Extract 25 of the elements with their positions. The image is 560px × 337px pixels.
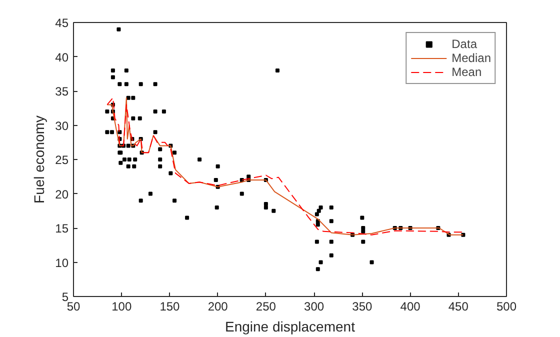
x-tick-label: 400 xyxy=(400,300,421,314)
y-tick-label: 10 xyxy=(55,256,69,270)
legend-label: Mean xyxy=(452,65,482,79)
y-tick-label: 25 xyxy=(55,153,69,167)
x-tick-label: 350 xyxy=(352,300,373,314)
x-tick-label: 50 xyxy=(66,300,80,314)
x-tick-label: 500 xyxy=(496,300,517,314)
x-tick-label: 250 xyxy=(256,300,276,314)
y-axis-title: Fuel economy xyxy=(31,116,48,204)
y-tick-label: 15 xyxy=(55,222,69,236)
x-axis-title: Engine displacement xyxy=(225,318,356,334)
y-tick-label: 35 xyxy=(55,84,69,98)
x-tick-label: 150 xyxy=(160,300,180,314)
y-tick-label: 30 xyxy=(55,118,69,133)
x-tick-label: 300 xyxy=(304,300,324,314)
x-tick-label: 200 xyxy=(208,300,228,314)
y-tick-label: 20 xyxy=(55,187,69,202)
x-tick-label: 100 xyxy=(112,300,132,314)
y-tick-label: 45 xyxy=(55,16,69,30)
line-series xyxy=(106,97,464,236)
legend-label: Median xyxy=(452,51,491,65)
legend-label: Data xyxy=(452,37,477,51)
x-tick-label: 450 xyxy=(448,300,469,314)
y-tick-label: 40 xyxy=(55,50,69,64)
y-tick-label: 5 xyxy=(62,290,69,304)
